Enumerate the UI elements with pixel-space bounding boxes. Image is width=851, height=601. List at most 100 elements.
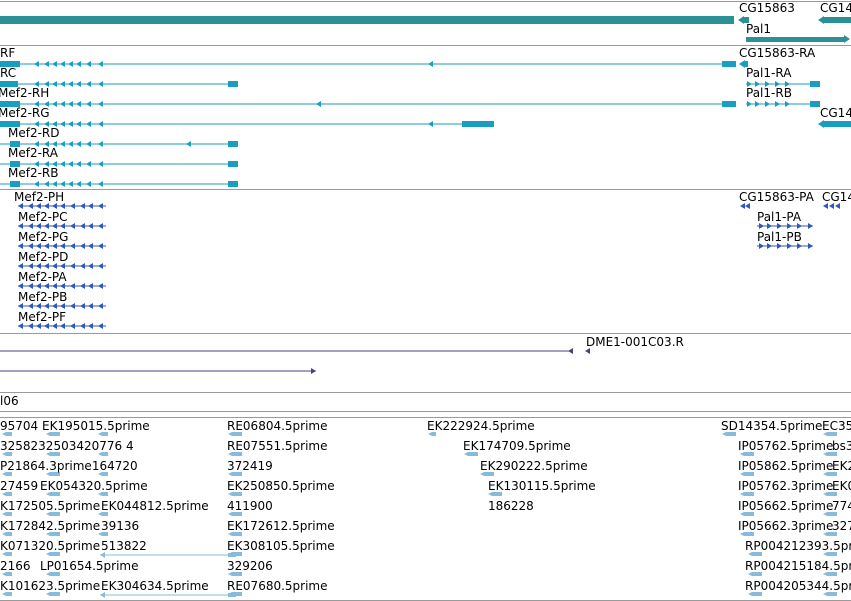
est-block [6,492,12,496]
est-label[interactable]: RP004212393.5prime [745,539,851,553]
direction-arrow-left [738,16,744,24]
protein-label[interactable]: Mef2-PC [18,210,68,224]
est-label[interactable]: EK174709.5prime [463,439,571,453]
direction-arrow-right [787,243,792,249]
transcript-label[interactable]: Pal1-RA [746,66,792,80]
protein-label[interactable]: Mef2-PD [18,250,69,264]
transcript-label[interactable]: RF [0,46,16,60]
direction-arrow-left [60,263,65,269]
est-label[interactable]: EK195015.5prime [42,419,150,433]
est-label[interactable]: 3258232503420776 4 [0,439,134,453]
est-label[interactable]: K172842.5prime [0,519,101,533]
est-label[interactable]: 372419 [227,459,273,473]
protein-label[interactable]: Mef2-PF [18,310,67,324]
direction-arrow-left [60,243,65,249]
protein-label[interactable]: Pal1-PA [757,210,802,224]
est-label[interactable]: EK054320.5prime [40,479,148,493]
est-label[interactable]: RE06804.5prime [227,419,328,433]
est-block [50,492,60,496]
transcript-label[interactable]: Mef2-RD [8,126,60,140]
protein-label[interactable]: Mef2-PB [18,290,68,304]
est-label[interactable]: K071320.5prime [0,539,101,553]
transcript-label[interactable]: Mef2-RG [0,106,50,120]
gene-label-cg14[interactable]: CG14 [820,1,851,15]
transcript-label[interactable]: Mef2-RB [8,166,59,180]
est-label[interactable]: 774 [832,499,851,513]
est-block [827,472,837,476]
est-label[interactable]: RE07551.5prime [227,439,328,453]
est-label[interactable]: LP01654.5prime [40,559,139,573]
est-label[interactable]: RP004215184.5prime [745,559,851,573]
est-label[interactable]: 39136 [101,519,140,533]
direction-arrow-left [60,323,65,329]
est-label[interactable]: EK2 [832,459,851,473]
est-label[interactable]: 2166 [0,559,31,573]
est-label[interactable]: EK044812.5prime [101,499,209,513]
thin-track-label[interactable]: l06 [0,394,19,408]
protein-label[interactable]: CG14 [822,190,851,204]
est-label[interactable]: IP05662.5prime [738,499,834,513]
est-label[interactable]: SD14354.5prime [721,419,823,433]
direction-arrow-left [44,101,49,107]
est-label[interactable]: EC35 [822,419,851,433]
sequence-label[interactable]: DME1-001C03.R [586,335,684,349]
transcript-label[interactable]: Mef2-RH [0,86,50,100]
est-label[interactable]: 186228 [488,499,534,513]
transcript-label[interactable]: CG15863-RA [739,46,816,60]
protein-label[interactable]: Pal1-PB [757,230,802,244]
direction-arrow-left [98,101,103,107]
gene-label-pal1[interactable]: Pal1 [746,22,772,36]
direction-arrow-left [70,323,75,329]
est-label[interactable]: EK172612.5prime [227,519,335,533]
direction-arrow-left [2,572,6,576]
direction-arrow-left [44,283,49,289]
est-label[interactable]: 27459 [0,479,39,493]
direction-arrow-left [76,61,81,67]
est-label[interactable]: 329206 [227,559,273,573]
direction-arrow-left [823,492,827,496]
est-label[interactable]: 411900 [227,499,273,513]
est-label[interactable]: K172505.5prime [0,499,101,513]
direction-arrow-left [228,532,232,536]
est-label[interactable]: EK304634.5prime [101,579,209,593]
est-label[interactable]: EK0 [832,479,851,493]
direction-arrow-left [823,592,827,596]
protein-label[interactable]: Mef2-PA [18,270,67,284]
est-label[interactable]: IP05762.5prime [738,439,834,453]
transcript-label[interactable]: RC [0,66,17,80]
direction-arrow-left [823,572,827,576]
est-label[interactable]: P21864.3prime164720 [0,459,138,473]
protein-label[interactable]: Mef2-PH [14,190,65,204]
direction-arrow-left [98,512,102,516]
est-label[interactable]: 513822 [101,539,147,553]
direction-arrow-left [464,452,468,456]
direction-arrow-left [88,223,93,229]
direction-arrow-left [228,492,232,496]
transcript-label[interactable]: Mef2-RA [8,146,58,160]
est-label[interactable]: EK250850.5prime [227,479,335,493]
direction-arrow-left [28,263,33,269]
est-label[interactable]: IP05862.5prime [738,459,834,473]
protein-label[interactable]: CG15863-PA [739,190,814,204]
feature-block [228,553,236,557]
est-block [50,572,60,576]
protein-label[interactable]: Mef2-PG [18,230,69,244]
direction-arrow-left [88,323,93,329]
est-label[interactable]: bs3 [832,439,851,453]
transcript-label[interactable]: Pal1-RB [746,86,792,100]
est-label[interactable]: EK130115.5prime [488,479,596,493]
est-label[interactable]: EK290222.5prime [480,459,588,473]
est-label[interactable]: IP05762.3prime [738,479,834,493]
est-label[interactable]: RP004205344.5prime [745,579,851,593]
est-label[interactable]: 327 [832,519,851,533]
est-label[interactable]: 95704 [0,419,39,433]
transcript-label[interactable]: CG14 [820,106,851,120]
est-label[interactable]: IP05662.3prime [738,519,834,533]
direction-arrow-left [52,61,57,67]
est-label[interactable]: EK222924.5prime [427,419,535,433]
est-label[interactable]: EK308105.5prime [227,539,335,553]
gene-label-cg15863[interactable]: CG15863 [739,1,795,15]
direction-arrow-left [70,243,75,249]
est-label[interactable]: K101623.5prime [0,579,101,593]
est-label[interactable]: RE07680.5prime [227,579,328,593]
